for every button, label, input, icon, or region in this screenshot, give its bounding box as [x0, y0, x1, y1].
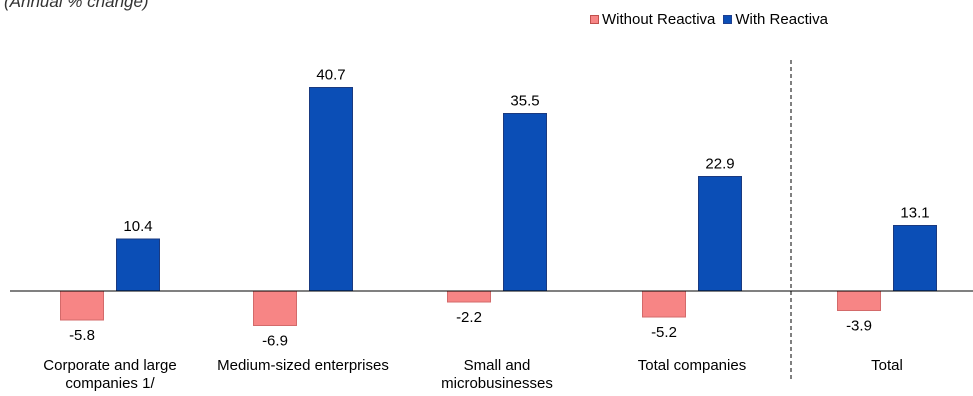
- data-label-with-reactiva-3: 22.9: [705, 156, 734, 173]
- legend-label-without-reactiva: Without Reactiva: [602, 11, 716, 28]
- data-label-with-reactiva-4: 13.1: [900, 205, 929, 222]
- legend: Without Reactiva With Reactiva: [590, 11, 836, 28]
- bar-without-reactiva-3: [642, 290, 686, 318]
- bar-with-reactiva-0: [116, 238, 160, 292]
- data-label-with-reactiva-2: 35.5: [510, 93, 539, 110]
- bar-without-reactiva-2: [447, 290, 491, 303]
- data-label-with-reactiva-0: 10.4: [123, 218, 152, 235]
- category-label-total-companies: Total companies: [637, 357, 747, 374]
- category-label-medium: Medium-sized enterprises: [217, 357, 389, 374]
- bar-with-reactiva-4: [893, 225, 937, 292]
- legend-swatch-without-reactiva: [590, 15, 599, 24]
- bar-with-reactiva-2: [503, 113, 547, 292]
- data-label-without-reactiva-1: -6.9: [262, 333, 288, 350]
- bar-without-reactiva-0: [60, 290, 104, 321]
- data-label-without-reactiva-0: -5.8: [69, 327, 95, 344]
- bar-without-reactiva-1: [253, 290, 297, 326]
- data-label-without-reactiva-2: -2.2: [456, 309, 482, 326]
- data-label-with-reactiva-1: 40.7: [316, 67, 345, 84]
- category-label-corporate: Corporate and large companies 1/: [43, 357, 177, 392]
- legend-item-without-reactiva: Without Reactiva: [590, 11, 715, 28]
- bar-without-reactiva-4: [837, 290, 881, 311]
- chart-subtitle: (Annual % change): [4, 0, 149, 11]
- bar-with-reactiva-3: [698, 176, 742, 292]
- legend-label-with-reactiva: With Reactiva: [735, 11, 828, 28]
- data-label-without-reactiva-4: -3.9: [846, 318, 872, 335]
- data-label-without-reactiva-3: -5.2: [651, 324, 677, 341]
- category-label-small: Small and microbusinesses: [441, 357, 553, 392]
- legend-swatch-with-reactiva: [723, 15, 733, 24]
- bar-with-reactiva-1: [309, 87, 353, 292]
- category-label-total: Total: [871, 357, 903, 374]
- legend-item-with-reactiva: With Reactiva: [723, 11, 828, 28]
